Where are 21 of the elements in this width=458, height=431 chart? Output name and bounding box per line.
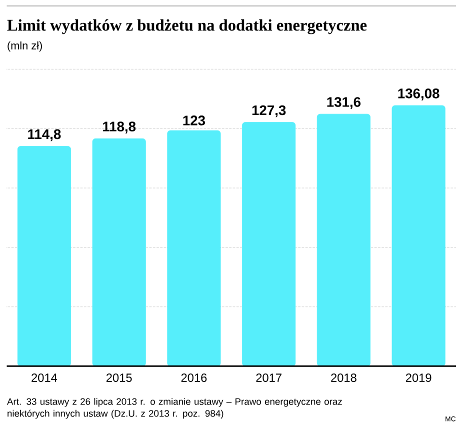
data-label: 123 (183, 115, 206, 126)
chart-title: Limit wydatków z budżetu na dodatki energetyczne (7, 19, 367, 34)
bar (242, 122, 296, 366)
bar (316, 114, 370, 366)
x-tick-label: 2016 (181, 373, 207, 382)
x-tick-label: 2015 (106, 373, 132, 382)
bar (392, 105, 446, 366)
x-tick-label: 2014 (32, 373, 58, 382)
bar (167, 130, 221, 366)
text: Art. 33 ustawy z 26 lipca 2013 r. o zmianie ustawy – Prawo energetyczne oraz niektórych innych ustaw (Dz.U. z 2013 r. poz. 984) (6, 398, 342, 418)
x-tick-label: 2017 (256, 373, 282, 382)
data-label: 118,8 (103, 121, 136, 134)
data-label: 114,8 (28, 129, 61, 141)
x-tick-label: 2018 (331, 373, 356, 382)
bar (92, 138, 146, 366)
data-label: 127,3 (252, 105, 286, 117)
data-label: 131,6 (327, 96, 361, 109)
x-tick-label: 2019 (406, 373, 432, 382)
bar (17, 146, 71, 366)
chart-subtitle: (mln zł) (8, 41, 42, 52)
data-label: 136,08 (398, 88, 440, 100)
